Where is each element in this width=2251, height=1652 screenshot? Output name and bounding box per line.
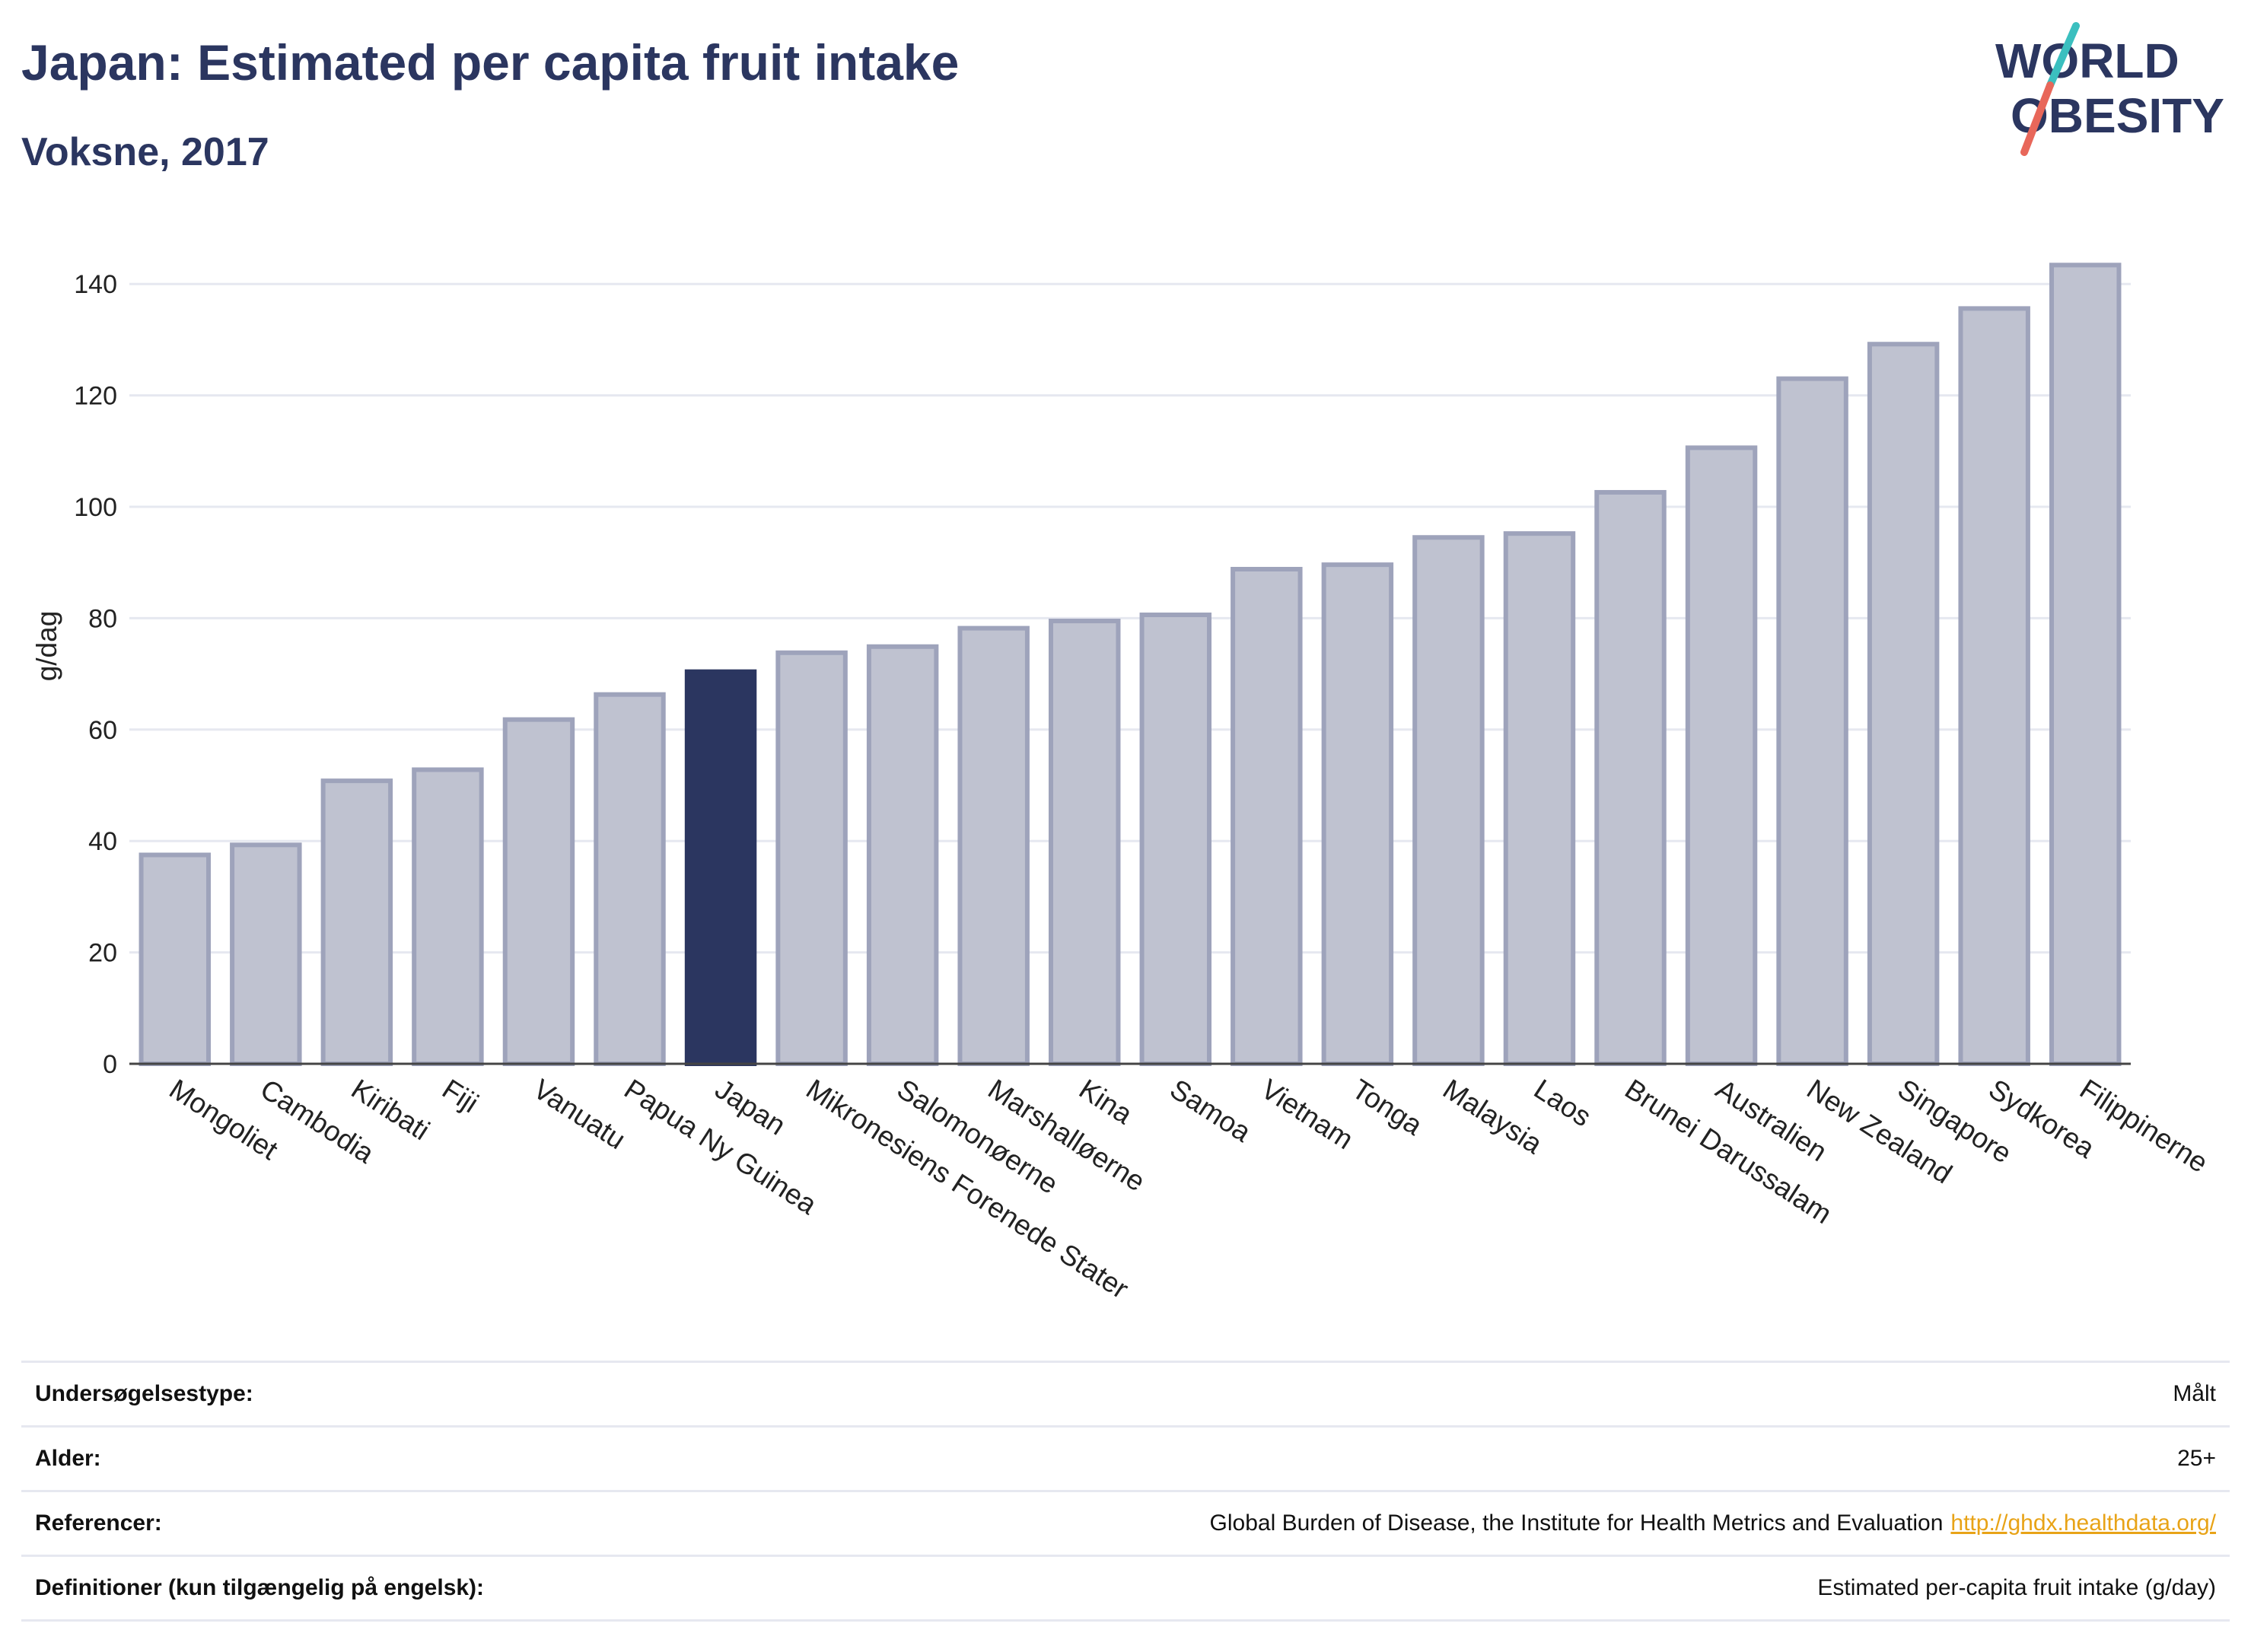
bar	[412, 767, 484, 1067]
bar	[1231, 566, 1303, 1066]
info-value-text: Målt	[2173, 1381, 2216, 1406]
bar	[1503, 531, 1576, 1066]
bar	[138, 852, 212, 1066]
bar	[320, 778, 393, 1067]
y-tick-label: 60	[88, 716, 117, 745]
info-value: Målt	[2173, 1381, 2216, 1407]
bar	[2049, 263, 2122, 1066]
info-value: Global Burden of Disease, the Institute …	[1210, 1510, 2216, 1536]
x-tick-label: Laos	[1529, 1073, 1597, 1132]
bar	[1048, 619, 1121, 1066]
info-row: Referencer: Global Burden of Disease, the…	[21, 1490, 2230, 1555]
y-tick-label: 100	[74, 493, 117, 522]
bar	[1412, 535, 1485, 1066]
chart-subtitle: Voksne, 2017	[21, 130, 269, 174]
y-tick-label: 40	[88, 827, 117, 856]
x-tick-label: Filippinerne	[2074, 1073, 2214, 1179]
x-tick-label: Tonga	[1347, 1073, 1428, 1141]
chart-title: Japan: Estimated per capita fruit intake	[21, 34, 960, 91]
bar	[775, 650, 848, 1066]
info-key: Definitioner (kun tilgængelig på engelsk…	[35, 1575, 485, 1600]
bar	[866, 644, 939, 1066]
info-value-text: Global Burden of Disease, the Institute …	[1209, 1510, 1944, 1536]
bar	[957, 625, 1030, 1066]
logo-line1: WORLD	[1995, 33, 2179, 88]
reference-link[interactable]: http://ghdx.healthdata.org/	[1950, 1510, 2216, 1536]
info-row: Undersøgelsestype: Målt	[21, 1361, 2230, 1425]
info-value-text: 25+	[2177, 1446, 2216, 1471]
bar	[1594, 489, 1667, 1066]
x-tick-label: Vietnam	[1256, 1073, 1359, 1155]
bar	[1685, 445, 1758, 1066]
logo-slash-top	[2046, 22, 2080, 89]
y-tick-label: 20	[88, 939, 117, 968]
x-tick-label: Marshalløerne	[982, 1073, 1151, 1197]
info-row: Alder: 25+	[21, 1425, 2230, 1490]
bar	[1139, 613, 1212, 1066]
x-tick-label: Fiji	[437, 1073, 484, 1119]
bars	[138, 263, 2122, 1067]
info-value-text: Estimated per-capita fruit intake (g/day…	[1817, 1575, 2216, 1600]
info-value: Estimated per-capita fruit intake (g/day…	[1817, 1575, 2216, 1601]
info-key: Referencer:	[35, 1510, 162, 1536]
bar-highlight	[684, 669, 757, 1066]
x-tick-label: Samoa	[1164, 1073, 1256, 1147]
world-obesity-logo: WORLD OBESITY	[1995, 22, 2224, 156]
info-key: Undersøgelsestype:	[35, 1381, 253, 1406]
info-table: Undersøgelsestype: Målt Alder: 25+ Reference…	[21, 1361, 2230, 1622]
bar	[1867, 342, 1940, 1067]
bar	[230, 842, 302, 1066]
x-tick-label: Kina	[1074, 1073, 1138, 1130]
x-tick-label: Mikronesiens Forenede Stater	[801, 1073, 1134, 1304]
info-row: Definitioner (kun tilgængelig på engelsk…	[21, 1555, 2230, 1622]
y-tick-label: 80	[88, 604, 117, 633]
bar-chart: 020406080100120140MongolietCambodiaKirib…	[31, 263, 2214, 1305]
bar	[1958, 306, 2030, 1066]
y-tick-label: 0	[103, 1050, 117, 1079]
logo-slash-bottom	[2020, 81, 2054, 156]
bar	[502, 717, 575, 1067]
bar	[1776, 376, 1848, 1066]
y-axis-label: g/dag	[31, 611, 62, 682]
info-value: 25+	[2177, 1446, 2216, 1472]
y-tick-label: 120	[74, 382, 117, 411]
y-tick-label: 140	[74, 270, 117, 299]
x-tick-label: Vanuatu	[528, 1073, 632, 1155]
x-tick-label: Malaysia	[1438, 1073, 1548, 1160]
info-key: Alder:	[35, 1446, 101, 1471]
bar	[1321, 562, 1394, 1066]
bar	[594, 692, 666, 1067]
